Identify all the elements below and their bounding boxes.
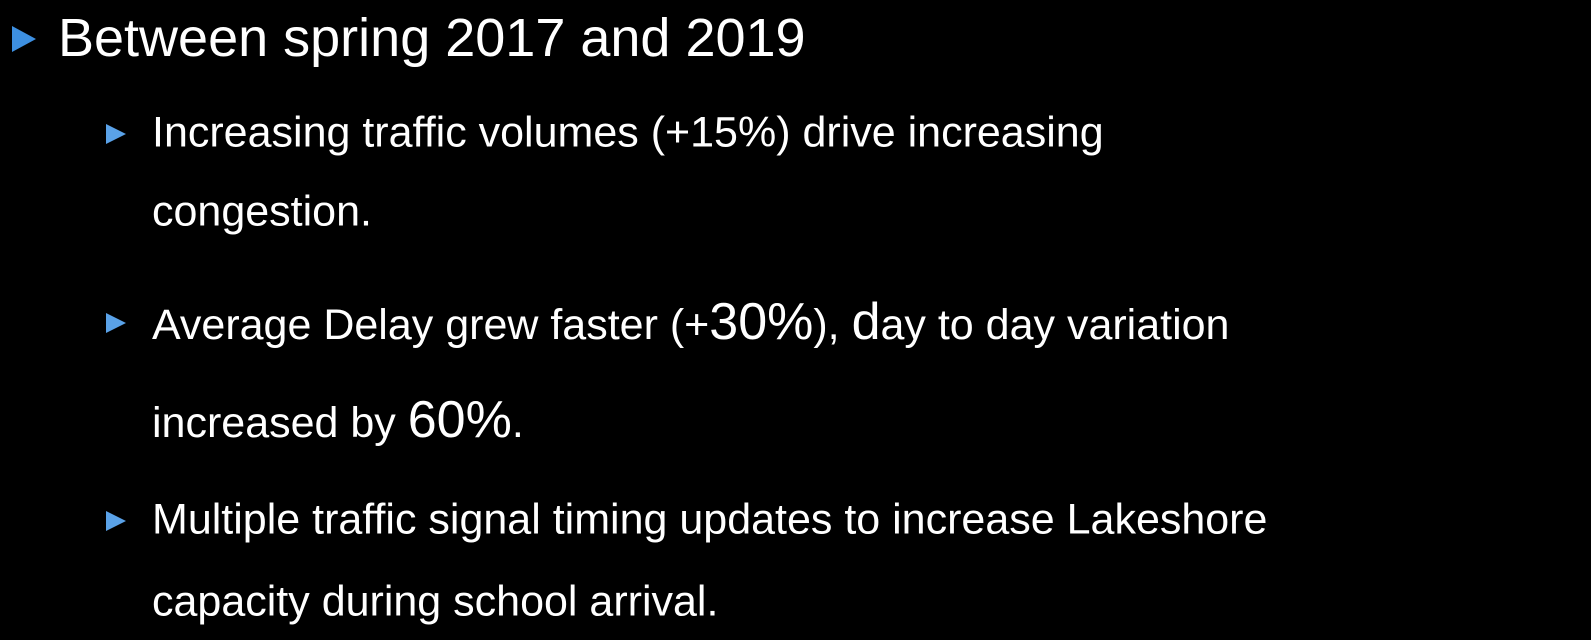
text: ay to day variation [880, 301, 1230, 349]
text: . [511, 399, 524, 447]
bullet-line: Average Delay grew faster (+30%), day to… [152, 296, 1229, 348]
bullet-line: increased by 60%. [152, 394, 524, 446]
text: Multiple traffic signal timing updates t… [152, 495, 1268, 544]
text: congestion. [152, 187, 372, 236]
bullet-line: congestion. [152, 187, 372, 236]
bullet-line: Multiple traffic signal timing updates t… [152, 495, 1268, 544]
text: increased by [152, 399, 408, 447]
text: ), [813, 301, 852, 349]
bullet-arrow [106, 124, 126, 144]
text: 60% [407, 391, 512, 449]
text: 30% [709, 293, 814, 351]
bullet-line: Increasing traffic volumes (+15%) drive … [152, 108, 1104, 157]
text: Increasing traffic volumes (+15%) drive … [152, 108, 1104, 157]
heading: Between spring 2017 and 2019 [58, 8, 806, 68]
bullet-arrow [12, 26, 36, 52]
text: d [851, 293, 881, 351]
bullet-arrow [106, 313, 126, 333]
text: Average Delay grew faster (+ [152, 301, 710, 349]
bullet-arrow [106, 511, 126, 531]
bullet-line: capacity during school arrival. [152, 577, 719, 626]
text: capacity during school arrival. [152, 577, 719, 626]
